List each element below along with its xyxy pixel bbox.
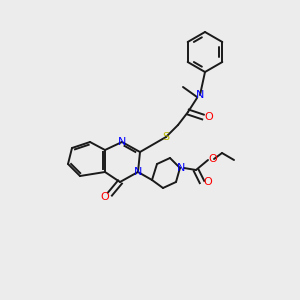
Text: N: N	[118, 137, 126, 147]
Text: O: O	[205, 112, 213, 122]
Text: N: N	[177, 163, 185, 173]
Text: O: O	[204, 177, 212, 187]
Text: N: N	[196, 90, 204, 100]
Text: O: O	[208, 154, 217, 164]
Text: S: S	[162, 132, 169, 142]
Text: N: N	[134, 167, 142, 177]
Text: O: O	[100, 192, 109, 202]
